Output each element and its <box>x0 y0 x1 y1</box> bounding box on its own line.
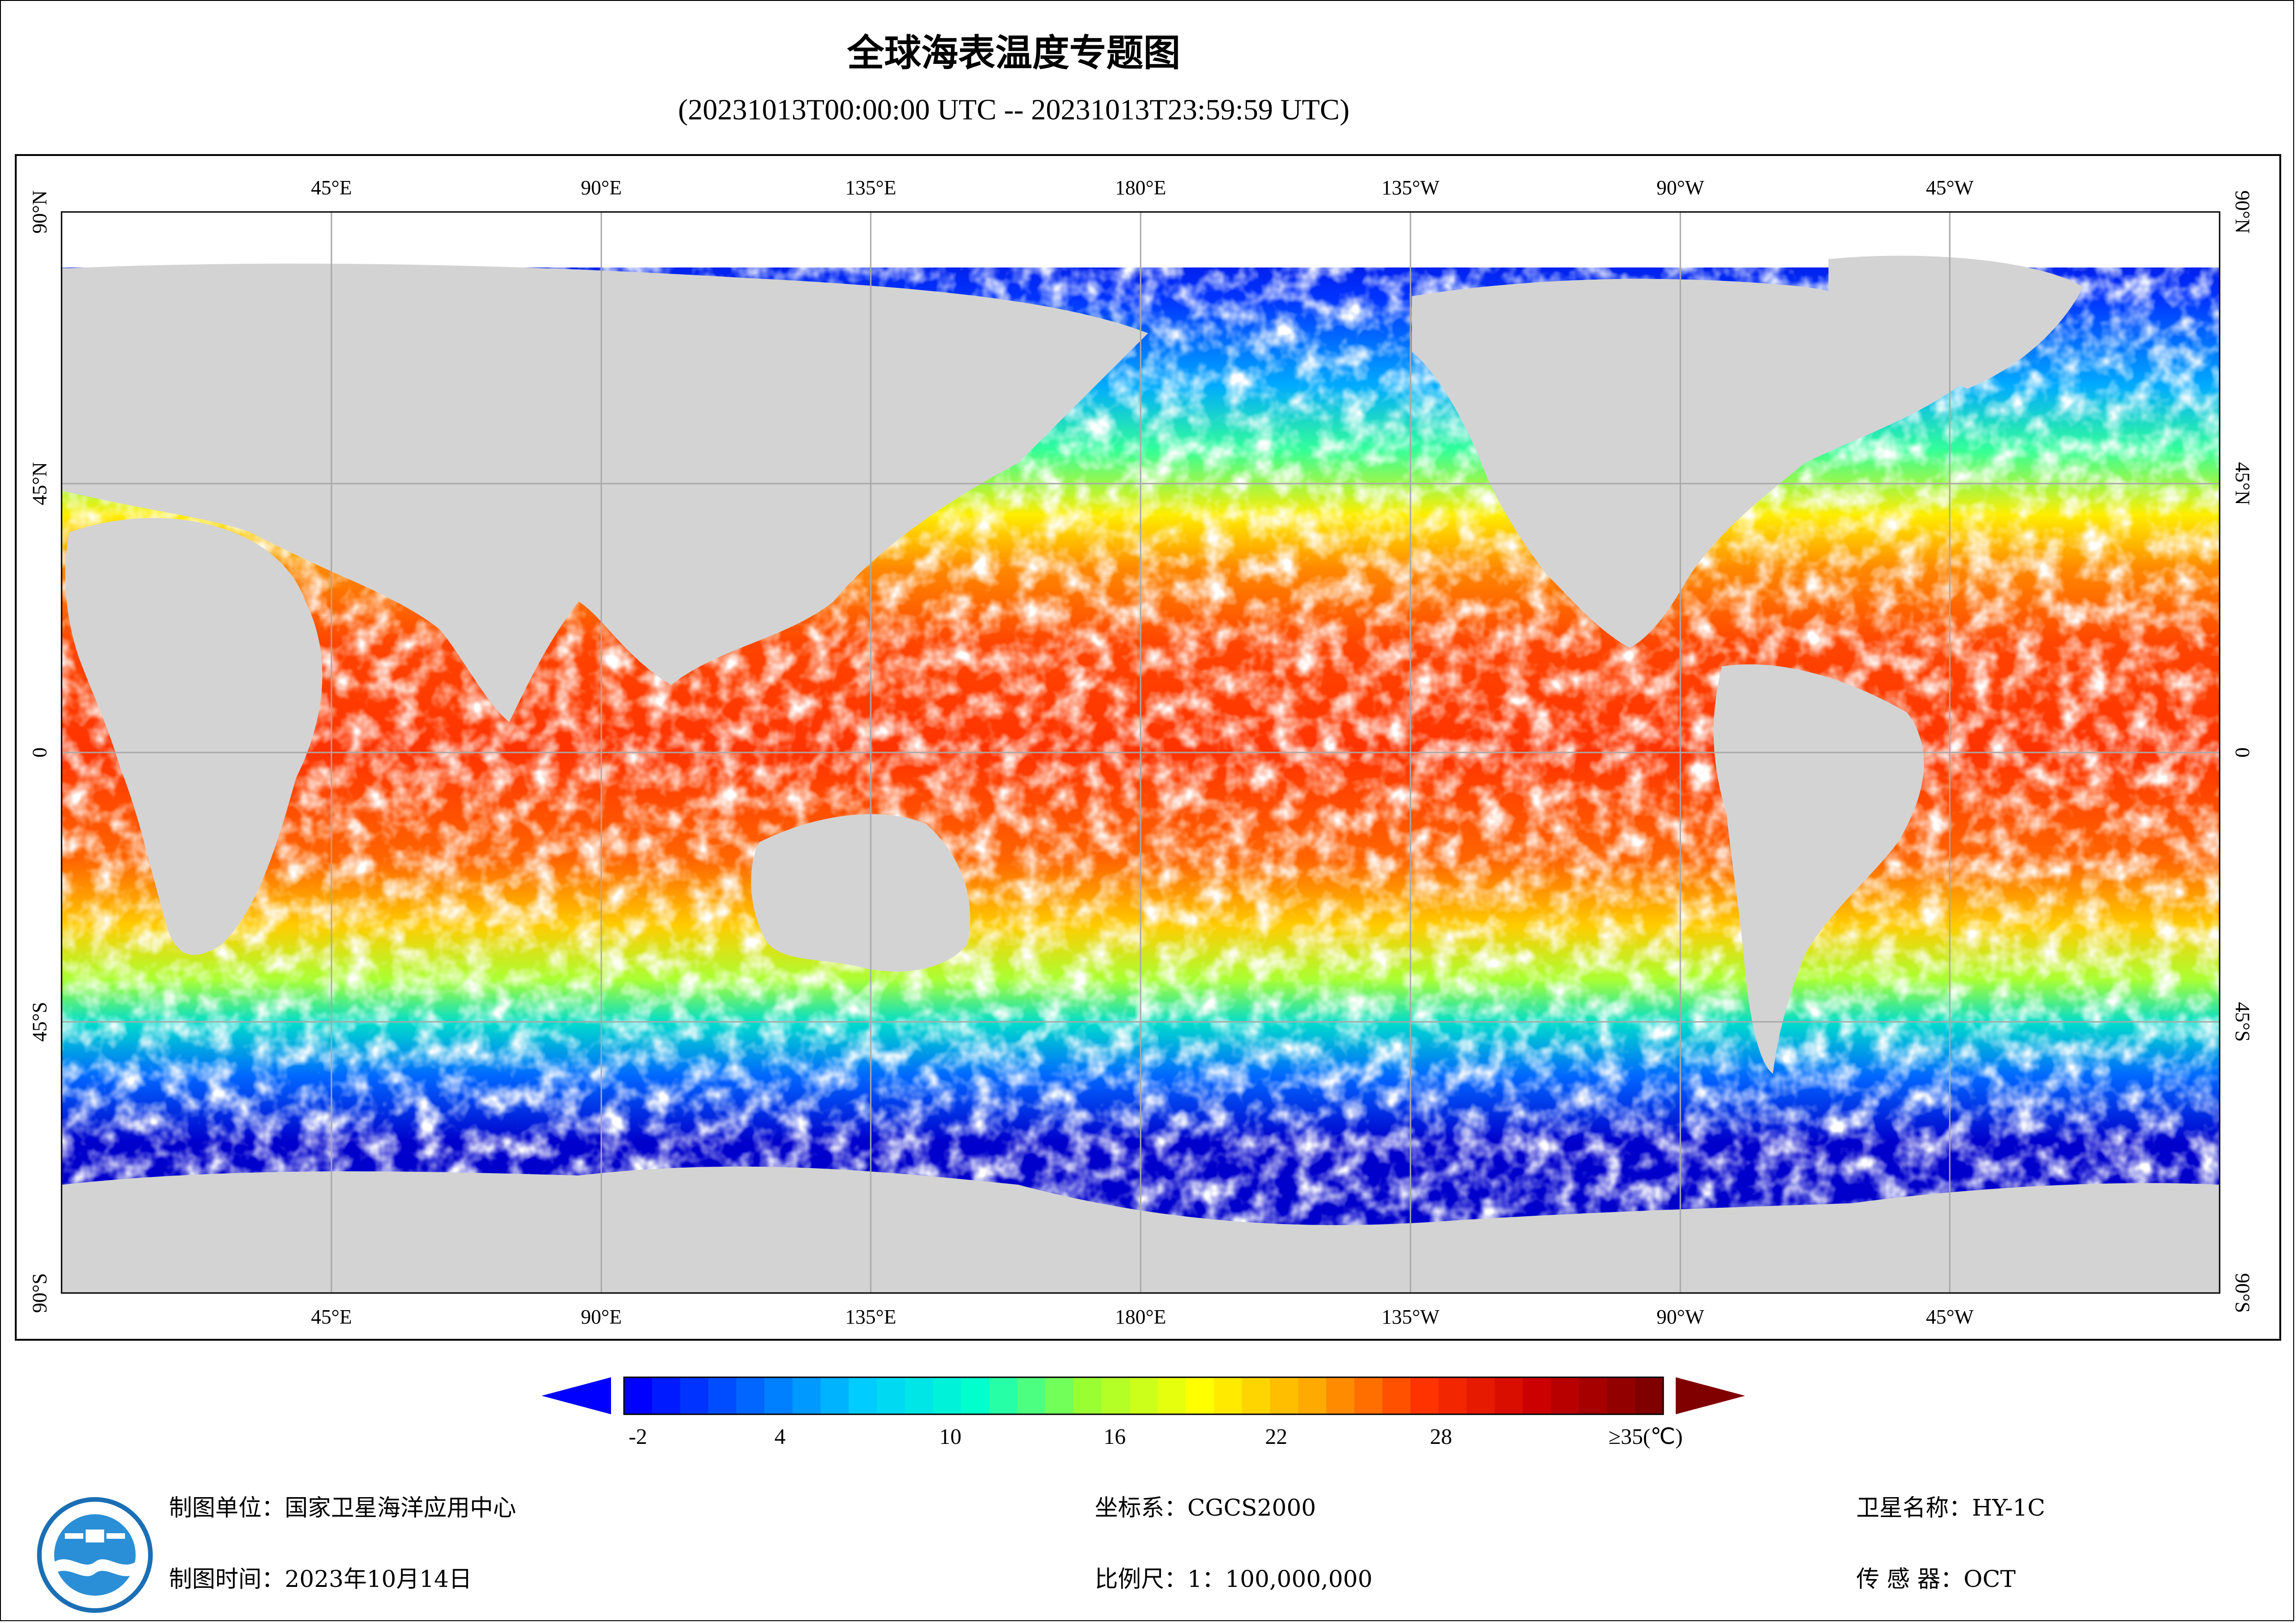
colorbar-max-arrow <box>1676 1377 1745 1414</box>
colorbar-cell <box>1045 1377 1074 1414</box>
colorbar-cell <box>792 1377 821 1414</box>
colorbar-min-arrow <box>542 1377 611 1414</box>
right-lat-label: 45°N <box>2231 462 2254 505</box>
top-longitude-labels: 45°E 90°E 135°E 180°E 135°W 90°W 45°W <box>311 176 1974 199</box>
colorbar-cell <box>849 1377 878 1414</box>
nsoas-logo <box>37 1497 153 1613</box>
colorbar-cell <box>905 1377 934 1414</box>
bottom-lon-label: 45°W <box>1926 1306 1974 1328</box>
bottom-longitude-labels: 45°E 90°E 135°E 180°E 135°W 90°W 45°W <box>311 1306 1974 1328</box>
colorbar-cell <box>736 1377 765 1414</box>
colorbar-cell <box>1551 1377 1579 1414</box>
right-lat-label: 45°S <box>2231 1002 2254 1042</box>
africa-land <box>65 518 323 955</box>
colorbar-cell <box>1578 1377 1608 1414</box>
left-lat-label: 0 <box>28 747 51 758</box>
footer-time: 制图时间：2023年10月14日 <box>169 1566 472 1592</box>
colorbar-cell <box>1438 1377 1467 1414</box>
colorbar-tick-label: 4 <box>774 1424 786 1449</box>
colorbar-cell <box>1129 1377 1158 1414</box>
right-lat-label: 90°N <box>2231 190 2254 233</box>
left-lat-label: 45°N <box>28 462 51 505</box>
colorbar-cell <box>1635 1377 1664 1414</box>
colorbar-cell <box>1494 1377 1523 1414</box>
footer-sensor: 传 感 器：OCT <box>1856 1566 2016 1592</box>
graticule <box>62 212 2220 1293</box>
sst-map: 45°E 90°E 135°E 180°E 135°W 90°W 45°W 45… <box>28 176 2254 1328</box>
top-lon-label: 90°E <box>581 176 622 199</box>
footer-crs: 坐标系：CGCS2000 <box>1095 1494 1316 1521</box>
colorbar-cell <box>1185 1377 1215 1414</box>
bottom-lon-label: 135°W <box>1381 1306 1440 1328</box>
colorbar-cell <box>1214 1377 1242 1414</box>
north-america-land <box>1412 279 1967 648</box>
colorbar-cell <box>1017 1377 1046 1414</box>
colorbar-tick-label: 16 <box>1104 1424 1126 1449</box>
left-latitude-labels: 90°N 45°N 0 45°S 90°S <box>28 190 51 1313</box>
colorbar-cell <box>1354 1377 1383 1414</box>
colorbar-cell <box>708 1377 737 1414</box>
colorbar-cell <box>1326 1377 1355 1414</box>
south-america-land <box>1713 664 1924 1074</box>
colorbar-tick-label: ≥35(℃) <box>1609 1424 1683 1449</box>
colorbar-cell <box>680 1377 709 1414</box>
map-subtitle: (20231013T00:00:00 UTC -- 20231013T23:59… <box>678 93 1350 126</box>
top-lon-label: 180°E <box>1115 176 1166 199</box>
top-lon-label: 90°W <box>1656 176 1704 199</box>
top-lon-label: 135°E <box>845 176 896 199</box>
left-lat-label: 90°S <box>28 1273 51 1313</box>
right-lat-label: 0 <box>2231 747 2254 758</box>
colorbar-cell <box>764 1377 793 1414</box>
bottom-lon-label: 90°W <box>1656 1306 1704 1328</box>
colorbar-cell <box>877 1377 905 1414</box>
greenland-land <box>1828 255 2083 389</box>
right-latitude-labels: 90°N 45°N 0 45°S 90°S <box>2231 190 2254 1313</box>
map-title: 全球海表温度专题图 <box>847 31 1180 75</box>
colorbar-cell <box>1522 1377 1552 1414</box>
top-lon-label: 45°W <box>1926 176 1974 199</box>
colorbar-cell <box>1382 1377 1411 1414</box>
colorbar-cell <box>933 1377 962 1414</box>
bottom-lon-label: 135°E <box>845 1306 896 1328</box>
footer-scale: 比例尺：1：100,000,000 <box>1095 1566 1373 1592</box>
colorbar-tick-label: 28 <box>1430 1424 1452 1449</box>
colorbar-legend: -2 4 10 16 22 28 ≥35(℃) <box>542 1376 1745 1449</box>
colorbar-outline <box>623 1376 1664 1415</box>
colorbar-cell <box>1466 1377 1495 1414</box>
colorbar-tick-label: 22 <box>1265 1424 1287 1449</box>
left-lat-label: 90°N <box>28 190 51 233</box>
colorbar-cell <box>1607 1377 1636 1414</box>
colorbar-cell <box>1410 1377 1439 1414</box>
colorbar-tick-label: 10 <box>939 1424 961 1449</box>
footer-unit: 制图单位：国家卫星海洋应用中心 <box>169 1494 516 1521</box>
colorbar-cell <box>1101 1377 1130 1414</box>
colorbar-cell <box>1298 1377 1327 1414</box>
colorbar-cell <box>989 1377 1018 1414</box>
colorbar-cell <box>961 1377 990 1414</box>
colorbar-cell <box>1073 1377 1102 1414</box>
map-neatline <box>61 211 2221 1294</box>
colorbar-cell <box>1157 1377 1186 1414</box>
colorbar-cell <box>1270 1377 1299 1414</box>
colorbar-cell <box>1242 1377 1271 1414</box>
colorbar-tick-label: -2 <box>629 1424 647 1449</box>
right-lat-label: 90°S <box>2231 1273 2254 1313</box>
bottom-lon-label: 180°E <box>1115 1306 1166 1328</box>
colorbar-cell <box>624 1377 653 1414</box>
bottom-lon-label: 45°E <box>311 1306 352 1328</box>
footer-satellite: 卫星名称：HY-1C <box>1856 1494 2046 1521</box>
colorbar-cell <box>820 1377 849 1414</box>
bottom-lon-label: 90°E <box>581 1306 622 1328</box>
colorbar-cells <box>624 1377 1664 1414</box>
map-frame <box>15 154 2281 1341</box>
australia-land <box>751 814 970 972</box>
left-lat-label: 45°S <box>28 1002 51 1042</box>
eurasia-land <box>62 263 1148 722</box>
colorbar-cell <box>652 1377 681 1414</box>
top-lon-label: 135°W <box>1381 176 1440 199</box>
top-lon-label: 45°E <box>311 176 352 199</box>
